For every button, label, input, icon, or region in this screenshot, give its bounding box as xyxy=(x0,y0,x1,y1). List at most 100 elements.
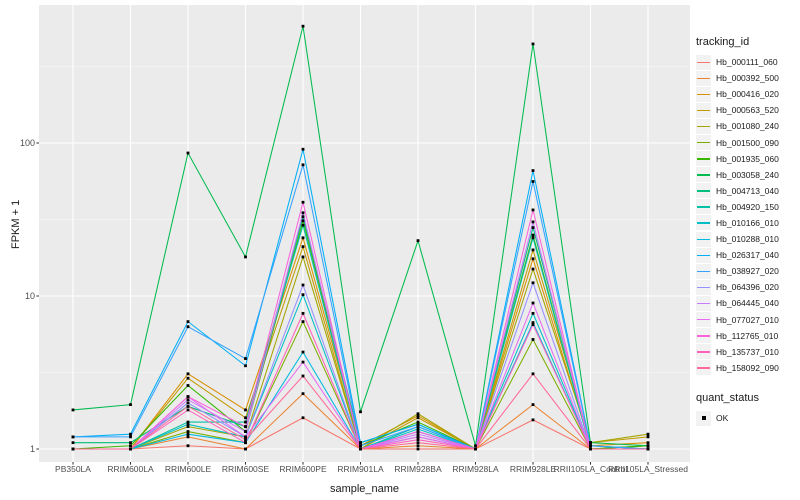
data-point xyxy=(301,147,305,151)
data-point xyxy=(646,435,650,439)
data-point xyxy=(186,376,190,380)
tracking-id-legend-items: Hb_000111_060 Hb_000392_500 Hb_000416_020 H… xyxy=(696,54,800,376)
legend-item-Hb_026317_040: Hb_026317_040 xyxy=(696,247,800,263)
data-point xyxy=(301,293,305,297)
legend-line-swatch-icon xyxy=(696,167,711,183)
data-point xyxy=(129,403,132,407)
data-point xyxy=(186,420,190,424)
data-point xyxy=(531,321,535,325)
data-point xyxy=(416,416,420,420)
legend-line-swatch-icon xyxy=(696,295,711,311)
legend-item-Hb_001935_060: Hb_001935_060 xyxy=(696,151,800,167)
legend-item-label: Hb_000563_520 xyxy=(716,105,779,116)
legend-item-label: Hb_064396_020 xyxy=(716,282,779,293)
y-tick-label-1: 1 xyxy=(29,444,35,454)
data-point xyxy=(129,432,132,436)
legend-item-label: Hb_000111_060 xyxy=(716,57,778,68)
legend-item-Hb_000563_520: Hb_000563_520 xyxy=(696,102,800,118)
data-point xyxy=(531,257,535,261)
data-point xyxy=(71,435,75,439)
x-axis-title: sample_name xyxy=(329,483,400,495)
data-point xyxy=(186,372,190,376)
x-tick-label-RRIM600SE: RRIM600SE xyxy=(221,464,270,474)
data-point xyxy=(531,372,535,376)
x-tick-label-RRIM600LA: RRIM600LA xyxy=(107,464,154,474)
legend-line-swatch-icon xyxy=(696,215,711,231)
data-point xyxy=(531,403,535,407)
data-point xyxy=(416,425,420,429)
quant-status-label: OK xyxy=(716,413,729,424)
legend-item-Hb_010288_010: Hb_010288_010 xyxy=(696,231,800,247)
legend-line-swatch-icon xyxy=(696,118,711,134)
legend-line-swatch-icon xyxy=(696,102,711,118)
data-point xyxy=(531,281,535,285)
data-point xyxy=(416,239,420,243)
data-point xyxy=(301,219,305,223)
data-point xyxy=(129,444,132,448)
data-point xyxy=(71,447,75,451)
data-point xyxy=(301,24,305,28)
data-point xyxy=(531,180,535,183)
data-point xyxy=(359,444,362,448)
quant-status-legend: quant_status OK xyxy=(696,392,800,426)
legend-line-swatch-icon xyxy=(696,151,711,167)
x-tick-label-RRIM928LE: RRIM928LE xyxy=(509,464,557,474)
data-point xyxy=(359,410,362,414)
data-point xyxy=(244,357,247,360)
legend-item-label: Hb_003058_240 xyxy=(716,169,779,180)
legend-item-Hb_064396_020: Hb_064396_020 xyxy=(696,279,800,295)
data-point xyxy=(416,444,420,448)
data-point xyxy=(301,283,305,287)
data-point xyxy=(301,255,305,259)
data-point xyxy=(244,447,247,451)
data-point xyxy=(186,151,190,155)
data-point xyxy=(531,301,535,305)
legend-item-Hb_000111_060: Hb_000111_060 xyxy=(696,54,800,70)
data-point xyxy=(416,438,420,442)
data-point xyxy=(129,435,132,439)
data-point xyxy=(301,350,305,354)
data-point xyxy=(416,420,420,424)
x-tick-label-RRII105LA_Control: RRII105LA_Control xyxy=(553,464,628,474)
data-point xyxy=(244,425,247,429)
data-point xyxy=(301,215,305,219)
data-point xyxy=(416,430,420,433)
data-point xyxy=(589,444,592,448)
data-point xyxy=(186,422,190,426)
x-tick-label-PB350LA: PB350LA xyxy=(55,464,91,474)
x-tick-label-RRIM928BA: RRIM928BA xyxy=(394,464,442,474)
legend-item-Hb_003058_240: Hb_003058_240 xyxy=(696,167,800,183)
data-point xyxy=(71,408,75,412)
data-point xyxy=(531,169,535,173)
data-point xyxy=(531,208,535,212)
data-point xyxy=(244,435,247,439)
x-tick-label-RRII105LA_Stressed: RRII105LA_Stressed xyxy=(608,464,688,474)
data-point xyxy=(646,432,650,436)
data-point xyxy=(244,430,247,433)
data-point xyxy=(531,236,535,240)
data-point xyxy=(301,320,305,324)
legend-line-swatch-icon xyxy=(696,312,711,328)
data-point xyxy=(531,233,535,237)
data-point xyxy=(186,432,190,436)
data-point xyxy=(531,42,535,46)
data-point xyxy=(531,418,535,422)
data-point xyxy=(359,447,362,451)
data-point xyxy=(186,404,190,408)
legend-line-swatch-icon xyxy=(696,247,711,263)
data-point xyxy=(301,211,305,215)
data-point xyxy=(71,441,75,445)
tracking-id-legend: tracking_id Hb_000111_060 Hb_000392_500 Hb… xyxy=(696,36,800,376)
data-point xyxy=(301,416,305,420)
legend-line-swatch-icon xyxy=(696,279,711,295)
data-point xyxy=(301,245,305,249)
legend-item-label: Hb_135737_010 xyxy=(716,346,779,357)
legend-item-Hb_001080_240: Hb_001080_240 xyxy=(696,118,800,134)
legend-line-swatch-icon xyxy=(696,135,711,151)
data-point xyxy=(416,422,420,426)
data-point xyxy=(186,430,190,433)
legend-line-swatch-icon xyxy=(696,263,711,279)
data-point xyxy=(186,325,190,329)
y-tick-label-10: 10 xyxy=(24,291,35,301)
